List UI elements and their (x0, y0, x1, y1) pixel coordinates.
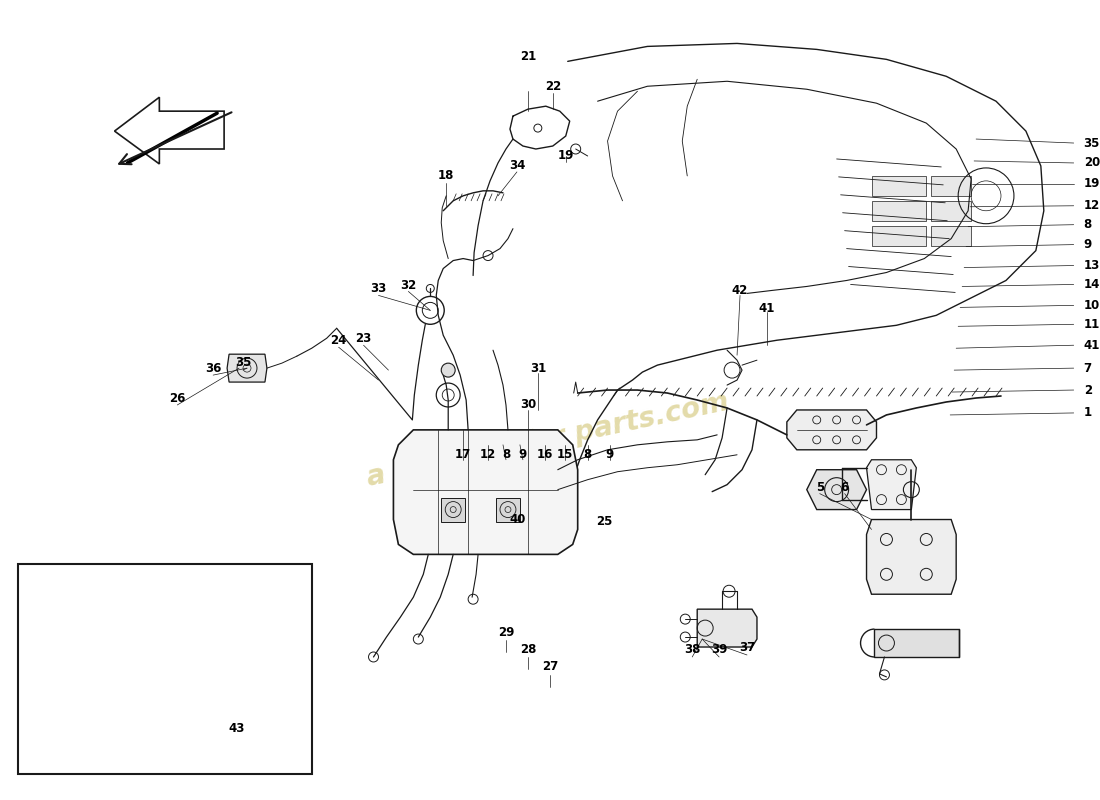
Text: 37: 37 (739, 641, 755, 654)
Text: 8: 8 (583, 448, 592, 462)
Text: 40: 40 (509, 513, 526, 526)
Text: 27: 27 (541, 661, 558, 674)
Text: 25: 25 (596, 515, 613, 528)
Text: a passion for parts.com: a passion for parts.com (364, 388, 732, 492)
Text: 43: 43 (229, 722, 245, 735)
Text: 12: 12 (1084, 199, 1100, 212)
Polygon shape (806, 470, 867, 510)
Polygon shape (697, 609, 757, 647)
Bar (871, 226, 926, 246)
Text: 35: 35 (1084, 137, 1100, 150)
Text: 1: 1 (1084, 406, 1092, 419)
Text: 19: 19 (1084, 178, 1100, 190)
Text: 2: 2 (1084, 383, 1092, 397)
Text: 34: 34 (508, 159, 525, 173)
Text: 20: 20 (1084, 157, 1100, 170)
Text: 28: 28 (519, 642, 536, 655)
Text: 38: 38 (684, 642, 701, 655)
Bar (932, 226, 971, 246)
Text: 15: 15 (557, 448, 573, 462)
Text: 26: 26 (169, 391, 186, 405)
Polygon shape (496, 498, 520, 522)
Polygon shape (205, 709, 217, 726)
Text: 19: 19 (558, 150, 574, 162)
Text: 13: 13 (1084, 259, 1100, 272)
Text: 14: 14 (1084, 278, 1100, 291)
Text: 10: 10 (1084, 299, 1100, 312)
Text: 22: 22 (544, 80, 561, 93)
Text: 41: 41 (1084, 338, 1100, 352)
Polygon shape (867, 460, 916, 510)
Text: 8: 8 (1084, 218, 1092, 231)
Text: 17: 17 (455, 448, 471, 462)
Text: 33: 33 (371, 282, 386, 295)
Text: 5: 5 (815, 481, 824, 494)
Text: 42: 42 (732, 284, 748, 297)
Text: 23: 23 (355, 332, 372, 345)
Polygon shape (867, 519, 956, 594)
Text: 6: 6 (840, 481, 849, 494)
Text: 9: 9 (605, 448, 614, 462)
Bar (871, 176, 926, 196)
Text: 31: 31 (530, 362, 546, 374)
FancyBboxPatch shape (18, 564, 311, 774)
Bar (871, 201, 926, 221)
Text: 24: 24 (330, 334, 346, 346)
Text: 35: 35 (234, 356, 251, 369)
Text: 16: 16 (537, 448, 553, 462)
Text: 36: 36 (205, 362, 221, 374)
Polygon shape (214, 722, 227, 741)
Text: 18: 18 (438, 170, 454, 182)
Text: 41: 41 (759, 302, 775, 315)
Bar (932, 201, 971, 221)
Text: 7: 7 (1084, 362, 1092, 374)
Polygon shape (394, 430, 578, 554)
Polygon shape (114, 98, 224, 164)
Text: 30: 30 (520, 398, 536, 411)
Text: 8: 8 (502, 448, 510, 462)
Text: 12: 12 (480, 448, 496, 462)
Text: 39: 39 (711, 642, 727, 655)
Text: 11: 11 (1084, 318, 1100, 331)
Bar (932, 176, 971, 196)
Polygon shape (78, 639, 162, 718)
Text: 9: 9 (519, 448, 527, 462)
Polygon shape (874, 629, 959, 657)
Text: 9: 9 (1084, 238, 1092, 251)
Text: 29: 29 (498, 626, 514, 638)
Polygon shape (786, 410, 877, 450)
Circle shape (441, 363, 455, 377)
Polygon shape (227, 354, 267, 382)
Text: 21: 21 (520, 50, 536, 63)
Polygon shape (89, 664, 155, 717)
Text: 32: 32 (400, 279, 417, 292)
Polygon shape (441, 498, 465, 522)
